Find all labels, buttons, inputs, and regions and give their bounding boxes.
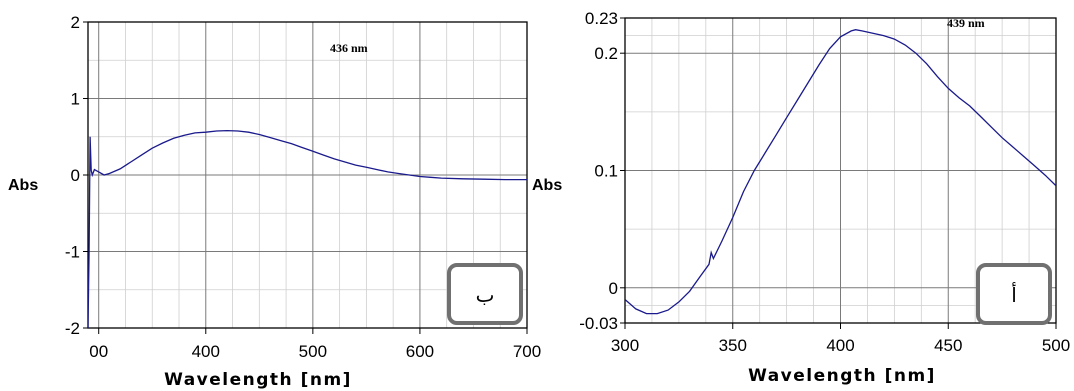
y-tick-label: -2 [65, 319, 80, 338]
x-tick-label: 00 [89, 342, 108, 361]
y-tick-label: 2 [71, 13, 80, 32]
x-tick-label: 350 [719, 336, 747, 355]
panel-badge [976, 263, 1052, 325]
major-grid [88, 22, 527, 328]
y-tick-label: -0.03 [579, 314, 618, 333]
x-tick-label: 700 [513, 342, 541, 361]
y-tick-label: 0.23 [585, 9, 618, 28]
panel-badge-letter: ب [476, 283, 495, 307]
x-axis-label: Wavelength [nm] [748, 366, 936, 386]
x-axis-label: Wavelength [nm] [164, 370, 352, 390]
y-tick-label: 0 [71, 166, 80, 185]
x-tick-label: 600 [406, 342, 434, 361]
y-tick-label: 0 [609, 279, 618, 298]
series-line [625, 29, 1056, 315]
peak-annotation: 439 nm [947, 16, 985, 30]
y-axis-label: Abs [532, 177, 562, 194]
right-chart-panel: 0.23 0.2 0.1 0 -0.03 300 350 400 450 500 Wavelengt… [532, 9, 1070, 386]
panel-badge-letter: أ [1011, 282, 1017, 307]
y-axis-label: Abs [8, 177, 38, 194]
x-tick-label: 500 [299, 342, 327, 361]
x-tick-label: 500 [1042, 336, 1070, 355]
x-tick-label: 400 [826, 336, 854, 355]
series-line [88, 129, 527, 329]
x-tick-label: 300 [611, 336, 639, 355]
x-tick-label: 450 [934, 336, 962, 355]
left-chart-panel: 2 1 0 -1 -2 00 400 500 600 700 Wavelength [nm] Abs 4… [8, 13, 541, 390]
y-tick-label: 0.1 [594, 162, 618, 181]
y-tick-label: 1 [71, 90, 80, 109]
x-tick-label: 400 [192, 342, 220, 361]
panel-badge [447, 263, 523, 325]
y-tick-label: -1 [65, 243, 80, 262]
y-tick-label: 0.2 [594, 44, 618, 63]
peak-annotation: 436 nm [330, 41, 368, 55]
